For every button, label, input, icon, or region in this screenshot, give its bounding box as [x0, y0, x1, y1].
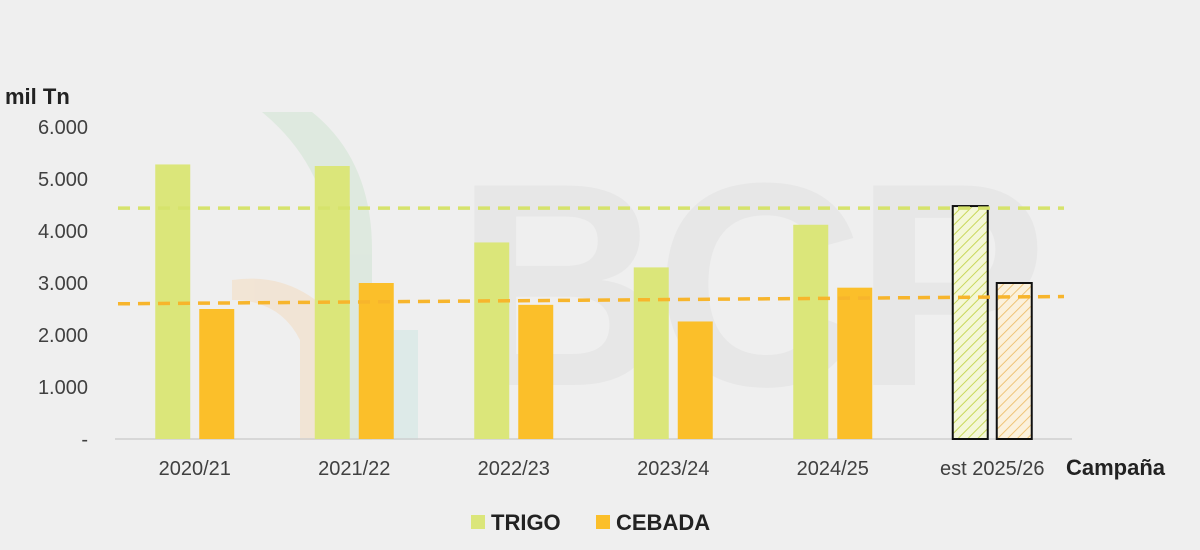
bar-cebada [677, 321, 713, 439]
x-tick-label: est 2025/26 [940, 458, 1045, 480]
y-axis-unit-label: mil Tn [5, 84, 70, 109]
watermark-logo: BCP [232, 112, 1050, 447]
x-tick-label: 2022/23 [478, 458, 550, 480]
bar-cebada [199, 309, 235, 439]
legend: TRIGO CEBADA [471, 510, 710, 535]
y-tick-label: 1.000 [38, 377, 88, 399]
legend-label-trigo: TRIGO [491, 510, 561, 535]
bar-trigo [474, 242, 510, 439]
legend-label-cebada: CEBADA [616, 510, 710, 535]
y-tick-label: 4.000 [38, 221, 88, 243]
bar-trigo [793, 224, 829, 439]
reference-lines [117, 206, 1065, 306]
bar-trigo-estimated [951, 205, 989, 440]
bar-cebada [837, 287, 873, 439]
bar-cebada-estimated [995, 282, 1033, 440]
y-tick-label: 3.000 [38, 273, 88, 295]
y-tick-label: 5.000 [38, 169, 88, 191]
y-tick-label: - [81, 429, 88, 451]
legend-swatch-trigo [471, 515, 485, 529]
reference-line-cebada [117, 294, 1065, 306]
x-tick-label: 2024/25 [797, 458, 869, 480]
x-axis-ticks: 2020/21 2021/22 2022/23 2023/24 2024/25 est 2… [159, 458, 1045, 480]
y-tick-label: 6.000 [38, 117, 88, 139]
y-axis-ticks: - 1.000 2.000 3.000 4.000 5.000 6.000 [38, 117, 88, 451]
y-tick-label: 2.000 [38, 325, 88, 347]
x-tick-label: 2020/21 [159, 458, 231, 480]
bar-cebada [358, 283, 394, 439]
bar-cebada [518, 304, 554, 439]
x-axis-title: Campaña [1066, 455, 1166, 480]
x-tick-label: 2021/22 [318, 458, 390, 480]
x-tick-label: 2023/24 [637, 458, 709, 480]
legend-swatch-cebada [596, 515, 610, 529]
watermark-text: BCP [455, 123, 1040, 447]
bar-trigo [633, 267, 669, 439]
